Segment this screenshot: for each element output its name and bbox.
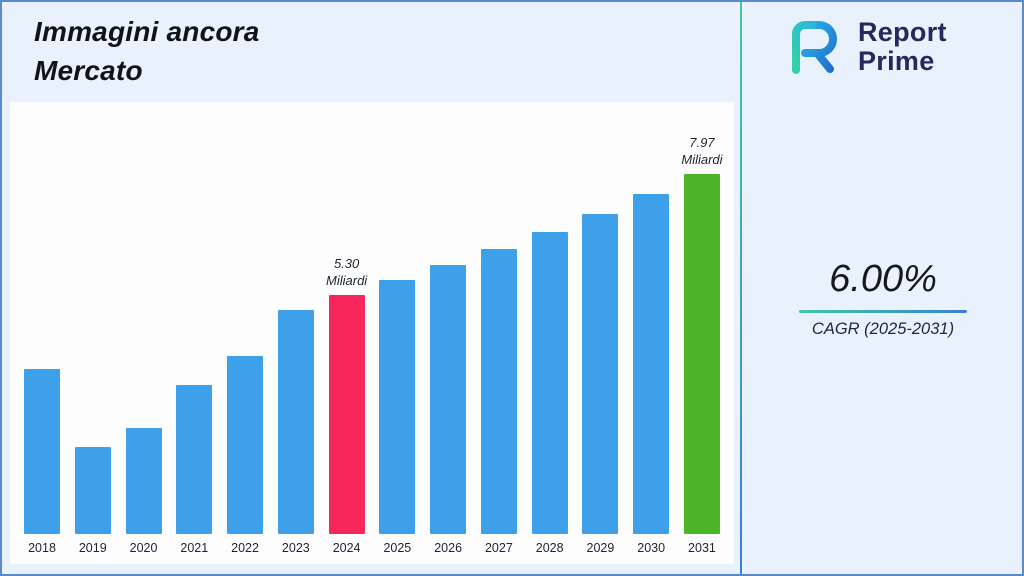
bar-series: 2018 2019 2020 2021 2022 2023 5.30 Miliardi 202… (24, 114, 723, 555)
x-axis-label: 2025 (383, 541, 412, 555)
bar-item: 2027 (480, 114, 517, 555)
bar-2030 (633, 194, 670, 534)
x-axis-label: 2027 (484, 541, 513, 555)
brand-name-line2: Prime (858, 46, 935, 77)
bar-item: 7.97 Miliardi 2031 (681, 114, 723, 555)
x-axis-label: 2024 (332, 541, 361, 555)
bar-item: 2029 (582, 114, 619, 555)
cagr-underline (799, 310, 967, 313)
bar-item: 2030 (633, 114, 670, 555)
x-axis-label: 2018 (28, 541, 56, 555)
cagr-value: 6.00% (829, 258, 937, 300)
bar-item: 2028 (531, 114, 568, 555)
bar-item: 2019 (74, 114, 111, 555)
x-axis-label: 2021 (180, 541, 209, 555)
bar-2021 (176, 385, 213, 534)
bar-item: 5.30 Miliardi 2024 (326, 114, 368, 555)
bar-value-label: 7.97 Miliardi (681, 135, 723, 168)
x-axis-label: 2030 (637, 541, 666, 555)
bar-2025 (379, 280, 416, 534)
bar-item: 2018 (24, 114, 60, 555)
bar-2031 (683, 174, 720, 534)
bar-2022 (227, 356, 264, 534)
x-axis-label: 2029 (586, 541, 615, 555)
bar-2027 (480, 249, 517, 534)
report-prime-logo-icon (792, 21, 837, 75)
x-axis-label: 2022 (231, 541, 259, 555)
bar-2020 (125, 428, 162, 534)
bar-item: 2025 (379, 114, 416, 555)
bar-2023 (277, 310, 314, 534)
x-axis-label: 2026 (434, 541, 463, 555)
bar-2028 (531, 232, 568, 534)
x-axis-label: 2020 (129, 541, 158, 555)
bar-2019 (74, 447, 111, 534)
x-axis-label: 2019 (78, 541, 107, 555)
x-axis-label: 2023 (281, 541, 310, 555)
bar-2026 (430, 265, 467, 534)
bar-2029 (582, 214, 619, 534)
vertical-divider (740, 2, 742, 574)
bar-item: 2023 (277, 114, 314, 555)
cagr-label: CAGR (2025-2031) (811, 320, 955, 338)
bar-2024 (328, 295, 365, 534)
bar-value-label: 5.30 Miliardi (326, 256, 368, 289)
bar-2018 (24, 369, 60, 534)
x-axis-label: 2028 (535, 541, 564, 555)
bar-item: 2020 (125, 114, 162, 555)
brand-logo: Report Prime (784, 17, 947, 77)
brand-name: Report Prime (858, 17, 947, 77)
page-title: Immagini ancora Mercato (34, 16, 260, 87)
bar-item: 2022 (227, 114, 264, 555)
brand-name-line1: Report (858, 17, 947, 47)
cagr-block: 6.00% CAGR (2025-2031) (742, 258, 1022, 339)
bar-item: 2026 (430, 114, 467, 555)
bar-chart: 2018 2019 2020 2021 2022 2023 5.30 Miliardi 202… (10, 102, 734, 564)
bar-item: 2021 (176, 114, 213, 555)
x-axis-label: 2031 (688, 541, 716, 555)
